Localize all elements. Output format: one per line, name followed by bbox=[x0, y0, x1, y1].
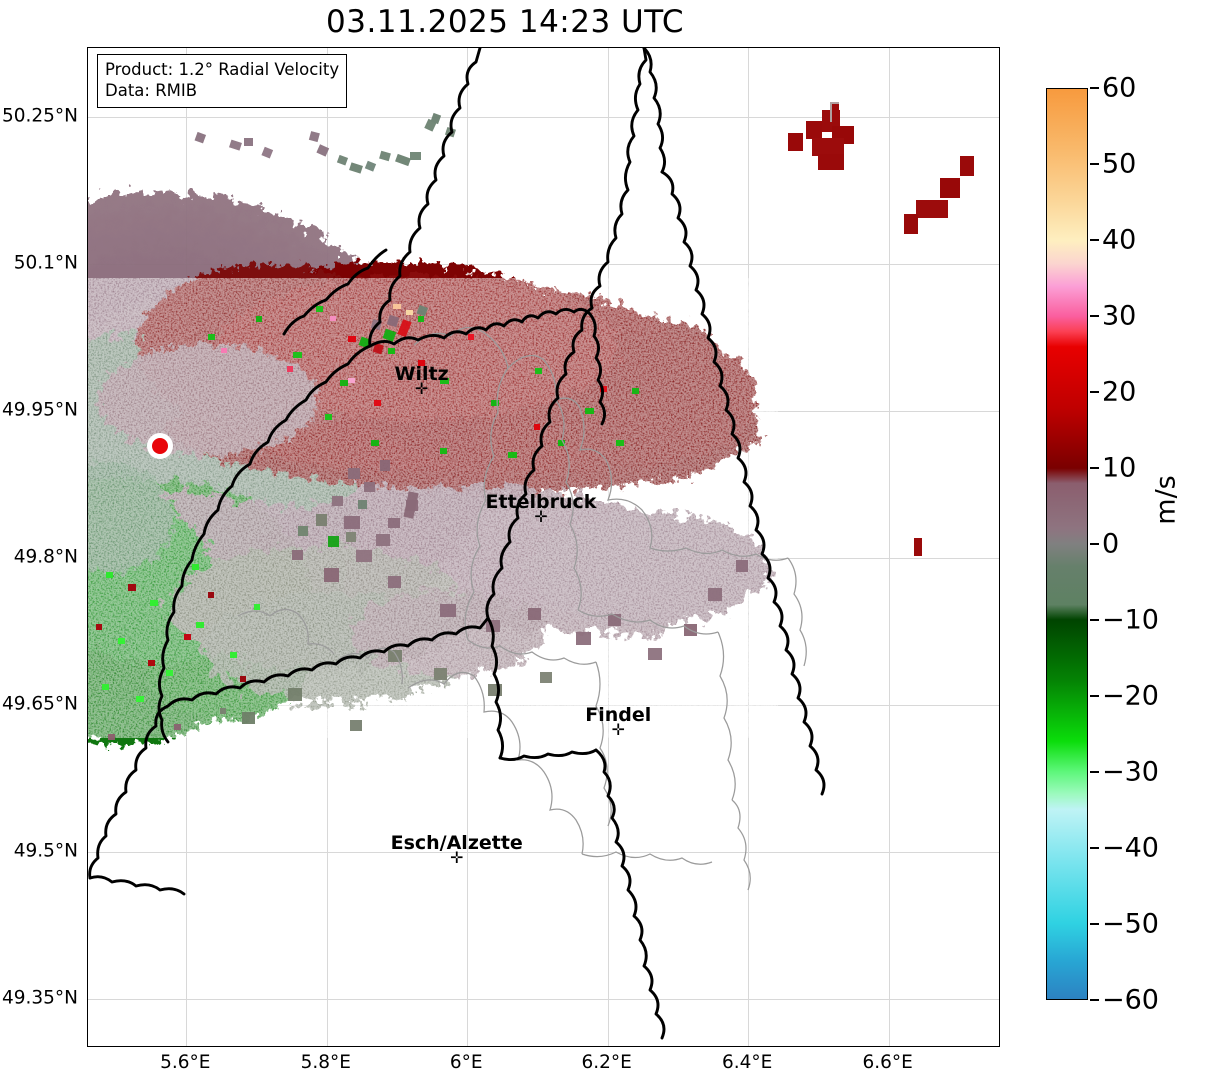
colorbar[interactable] bbox=[1046, 88, 1088, 1000]
info-product-line: Product: 1.2° Radial Velocity bbox=[105, 60, 340, 79]
y-tick-label: 50.1°N bbox=[13, 252, 78, 274]
colorbar-tick-mark bbox=[1090, 467, 1099, 469]
colorbar-tick-mark bbox=[1090, 391, 1099, 393]
colorbar-tick-label: 20 bbox=[1102, 376, 1137, 408]
colorbar-tick-label: −60 bbox=[1102, 984, 1159, 1016]
colorbar-tick-label: −50 bbox=[1102, 908, 1159, 940]
x-tick-label: 5.8°E bbox=[300, 1052, 351, 1073]
colorbar-tick-mark bbox=[1090, 847, 1099, 849]
colorbar-tick-mark bbox=[1090, 999, 1099, 1001]
city-label-wiltz: Wiltz bbox=[394, 363, 449, 386]
gridline-lat bbox=[88, 851, 999, 853]
y-tick-label: 50.25°N bbox=[1, 105, 78, 127]
gridline-lat bbox=[88, 263, 999, 265]
colorbar-tick-mark bbox=[1090, 695, 1099, 697]
colorbar-tick-mark bbox=[1090, 923, 1099, 925]
isolated-echo-cluster bbox=[788, 102, 974, 556]
colorbar-tick-mark bbox=[1090, 619, 1099, 621]
colorbar-tick-mark bbox=[1090, 771, 1099, 773]
colorbar-tick-label: 30 bbox=[1102, 300, 1137, 332]
x-tick-label: 6°E bbox=[449, 1052, 483, 1073]
city-label-ettelbruck: Ettelbruck bbox=[485, 490, 597, 513]
city-marker-icon: ✛ bbox=[414, 379, 429, 399]
colorbar-tick-label: −20 bbox=[1102, 680, 1159, 712]
colorbar-gradient bbox=[1047, 89, 1087, 999]
colorbar-tick-label: 60 bbox=[1102, 72, 1137, 104]
colorbar-tick-label: 0 bbox=[1102, 528, 1120, 560]
radar-echo-layer bbox=[88, 102, 974, 744]
colorbar-tick-mark bbox=[1090, 315, 1099, 317]
city-marker-icon: ✛ bbox=[450, 847, 464, 867]
gridline-lon bbox=[888, 48, 890, 1046]
x-tick-label: 6.2°E bbox=[581, 1052, 632, 1073]
colorbar-tick-label: 10 bbox=[1102, 452, 1137, 484]
city-label-findel: Findel bbox=[585, 704, 652, 727]
colorbar-tick-label: −40 bbox=[1102, 832, 1159, 864]
colorbar-tick-mark bbox=[1090, 543, 1099, 545]
radar-site-marker[interactable] bbox=[147, 433, 174, 460]
y-tick-label: 49.35°N bbox=[1, 987, 78, 1009]
y-tick-label: 49.5°N bbox=[13, 840, 78, 862]
map-borders-layer bbox=[88, 48, 826, 1040]
colorbar-tick-label: −30 bbox=[1102, 756, 1159, 788]
info-data-line: Data: RMIB bbox=[105, 81, 198, 101]
colorbar-tick-label: 40 bbox=[1102, 224, 1137, 256]
national-border bbox=[88, 48, 826, 1040]
district-boundaries bbox=[237, 326, 807, 891]
colorbar-tick-mark bbox=[1090, 87, 1099, 89]
city-marker-icon: ✛ bbox=[611, 720, 625, 740]
y-tick-label: 49.8°N bbox=[13, 546, 78, 568]
colorbar-tick-label: −10 bbox=[1102, 604, 1159, 636]
gridline-lat bbox=[88, 116, 999, 118]
colorbar-tick-mark bbox=[1090, 239, 1099, 241]
info-box: Product: 1.2° Radial Velocity Data: RMIB bbox=[97, 54, 348, 108]
city-label-esch-alzette: Esch/Alzette bbox=[390, 831, 523, 854]
x-tick-label: 5.6°E bbox=[160, 1052, 211, 1073]
gridline-lat bbox=[88, 998, 999, 1000]
y-tick-label: 49.65°N bbox=[1, 693, 78, 715]
y-tick-label: 49.95°N bbox=[1, 399, 78, 421]
city-marker-icon: ✛ bbox=[534, 506, 548, 526]
radar-plot[interactable]: Wiltz ✛ Ettelbruck ✛ Findel ✛ Esch/Alzette ✛ Pr… bbox=[87, 47, 1000, 1047]
page-title: 03.11.2025 14:23 UTC bbox=[326, 4, 684, 40]
colorbar-tick-mark bbox=[1090, 163, 1099, 165]
colorbar-tick-label: 50 bbox=[1102, 148, 1137, 180]
x-tick-label: 6.6°E bbox=[862, 1052, 913, 1073]
x-tick-label: 6.4°E bbox=[721, 1052, 773, 1073]
colorbar-title: m/s bbox=[1150, 475, 1182, 525]
